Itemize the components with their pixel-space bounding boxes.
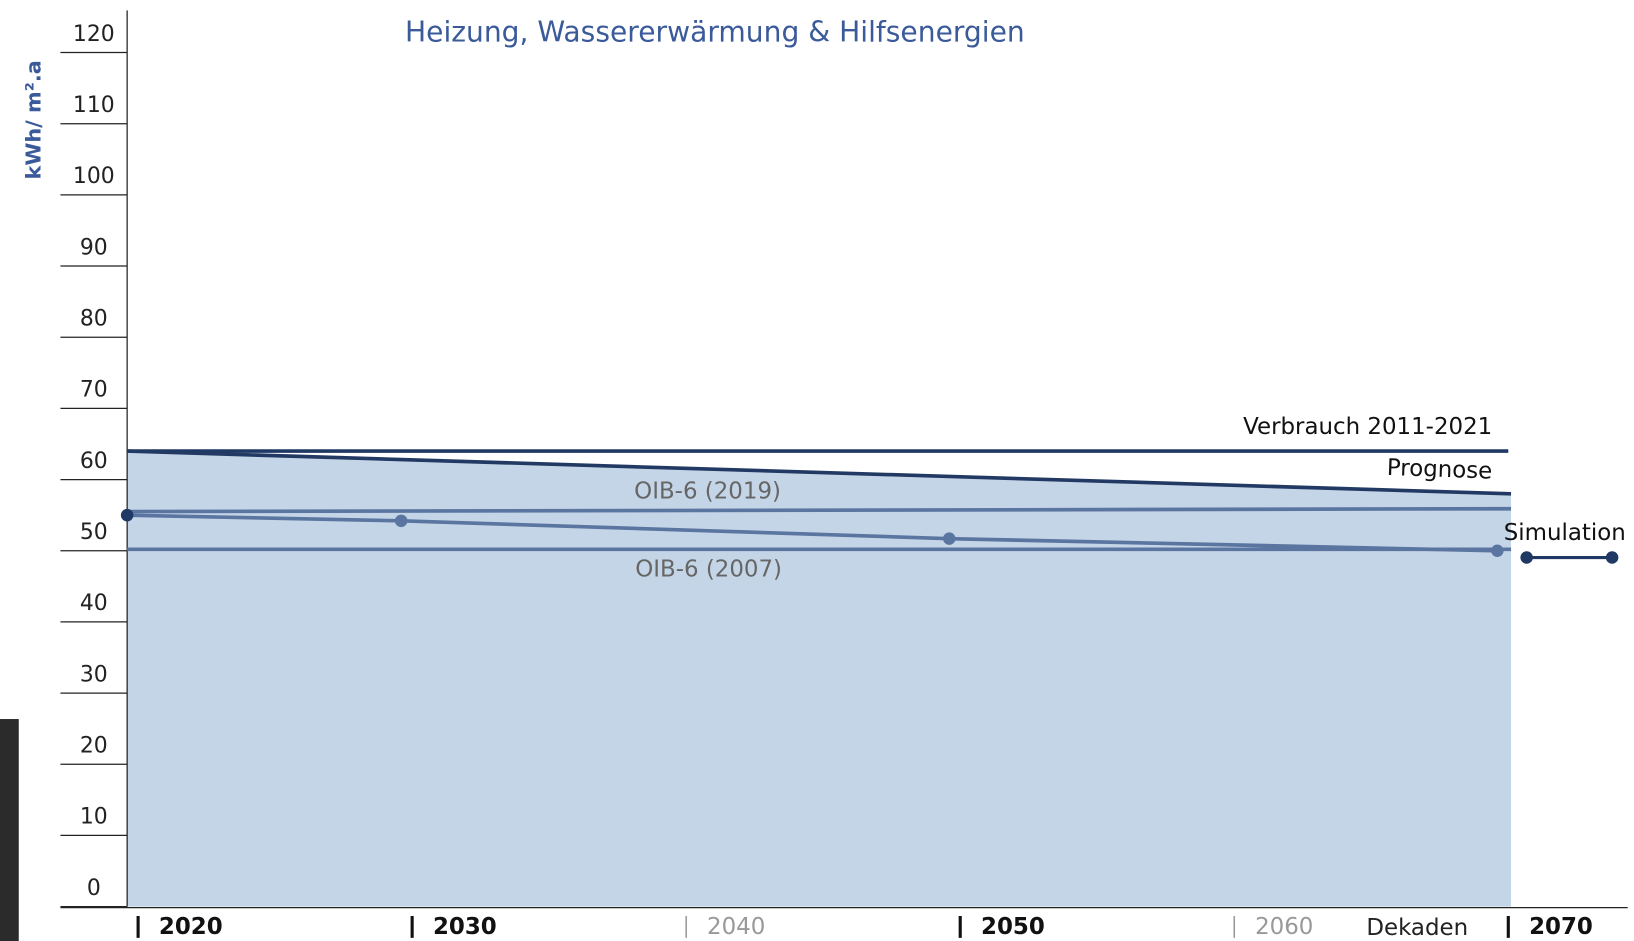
marker <box>121 509 134 522</box>
chart: Heizung, Wassererwärmung & Hilfsenergien… <box>0 0 1634 941</box>
page: {"chart_data": { "type": "line", "title"… <box>0 0 1634 941</box>
x-tick-label: 2020 <box>159 914 223 940</box>
x-tick-label: 2050 <box>981 914 1045 940</box>
y-tick-label: 90 <box>80 235 108 260</box>
y-tick-label: 70 <box>80 378 108 403</box>
series-label: OIB-6 (2007) <box>635 557 782 583</box>
y-axis-label: kWh/ m².a <box>21 60 45 179</box>
y-tick-label: 0 <box>87 876 101 901</box>
x-tick-label: 2060 <box>1255 914 1313 940</box>
y-tick-label: 10 <box>80 805 108 830</box>
marker <box>1491 544 1504 557</box>
series-label: Prognose <box>1386 455 1492 485</box>
y-tick-label: 20 <box>80 734 108 759</box>
y-tick-label: 50 <box>80 520 108 545</box>
y-tick-label: 100 <box>73 164 115 189</box>
x-tick-label: 2070 <box>1529 914 1593 940</box>
x-axis-label: Dekaden <box>1366 915 1468 941</box>
series-label: OIB-6 (2019) <box>634 478 781 504</box>
series-label: Simulation <box>1504 520 1626 546</box>
y-tick-label: 30 <box>80 662 108 687</box>
legend-marker <box>1606 551 1619 564</box>
legend-marker <box>1520 551 1533 564</box>
series-label: Verbrauch 2011-2021 <box>1243 414 1492 440</box>
marker <box>395 515 408 528</box>
y-tick-label: 40 <box>80 591 108 616</box>
y-tick-label: 80 <box>80 307 108 332</box>
marker <box>943 532 956 545</box>
chart-title: Heizung, Wassererwärmung & Hilfsenergien <box>405 15 1025 48</box>
x-tick-label: 2030 <box>433 914 497 940</box>
y-tick-label: 110 <box>73 93 115 118</box>
y-tick-label: 120 <box>73 22 115 47</box>
x-tick-label: 2040 <box>707 914 765 940</box>
y-tick-label: 60 <box>80 449 108 474</box>
photo-fragment <box>0 719 19 941</box>
